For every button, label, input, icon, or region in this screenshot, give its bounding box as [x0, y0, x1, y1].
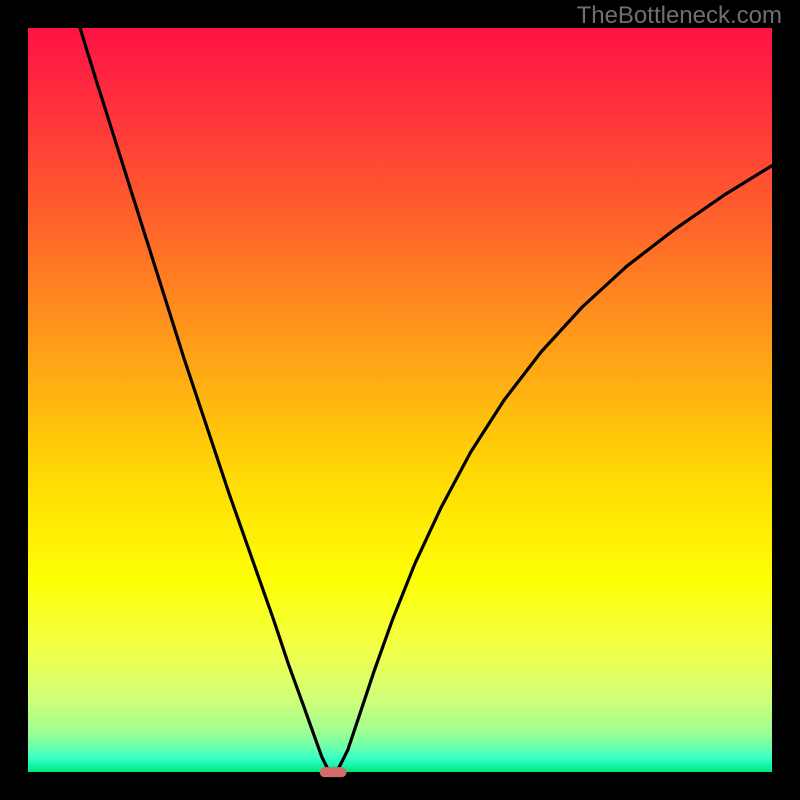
bottleneck-curve [80, 28, 772, 772]
curve-layer [28, 28, 772, 772]
plot-area [28, 28, 772, 772]
watermark-text: TheBottleneck.com [577, 2, 782, 30]
minimum-marker [320, 767, 347, 777]
chart-container: TheBottleneck.com [0, 0, 800, 800]
